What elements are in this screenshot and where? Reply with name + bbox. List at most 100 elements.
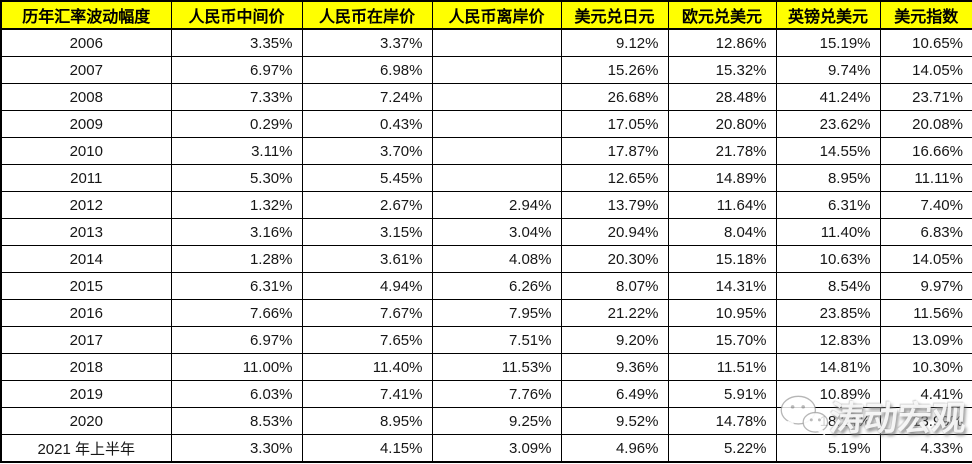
value-cell: 5.19% <box>775 434 881 463</box>
header-row: 历年汇率波动幅度 人民币中间价 人民币在岸价 人民币离岸价 美元兑日元 欧元兑美元 英镑兑美… <box>0 0 972 30</box>
value-cell: 4.96% <box>560 434 669 463</box>
year-cell: 2020 <box>0 407 172 435</box>
value-cell: 7.65% <box>301 326 433 354</box>
value-cell: 3.09% <box>431 434 562 463</box>
value-cell: 21.78% <box>667 137 777 165</box>
value-cell: 20.94% <box>560 218 669 246</box>
value-cell: 14.81% <box>775 353 881 381</box>
value-cell: 10.30% <box>879 353 972 381</box>
value-cell: 10.65% <box>879 28 972 57</box>
value-cell <box>431 137 562 165</box>
value-cell: 26.68% <box>560 83 669 111</box>
value-cell: 20.30% <box>560 245 669 273</box>
value-cell: 6.83% <box>879 218 972 246</box>
table-row: 2011 5.30% 5.45% 12.65% 14.89% 8.95% 11.11% <box>0 164 972 192</box>
year-cell: 2014 <box>0 245 172 273</box>
value-cell: 6.31% <box>170 272 303 300</box>
value-cell: 5.91% <box>667 380 777 408</box>
table-row: 2017 6.97% 7.65% 7.51% 9.20% 15.70% 12.83% 13.0… <box>0 326 972 354</box>
value-cell: 20.08% <box>879 110 972 138</box>
table-row: 2013 3.16% 3.15% 3.04% 20.94% 8.04% 11.40% 6.83… <box>0 218 972 246</box>
column-header-6: 英镑兑美元 <box>775 0 881 30</box>
value-cell: 2.67% <box>301 191 433 219</box>
value-cell: 13.79% <box>560 191 669 219</box>
value-cell <box>431 110 562 138</box>
value-cell: 5.45% <box>301 164 433 192</box>
value-cell: 11.56% <box>879 299 972 327</box>
value-cell: 14.89% <box>667 164 777 192</box>
value-cell: 6.49% <box>560 380 669 408</box>
value-cell: 9.97% <box>879 272 972 300</box>
value-cell: 17.87% <box>560 137 669 165</box>
table-row: 2016 7.66% 7.67% 7.95% 21.22% 10.95% 23.85% 11.… <box>0 299 972 327</box>
value-cell: 3.70% <box>301 137 433 165</box>
table-row: 2012 1.32% 2.67% 2.94% 13.79% 11.64% 6.31% 7.40… <box>0 191 972 219</box>
value-cell: 11.11% <box>879 164 972 192</box>
value-cell: 4.33% <box>879 434 972 463</box>
value-cell: 6.31% <box>775 191 881 219</box>
value-cell: 8.07% <box>560 272 669 300</box>
value-cell: 12.86% <box>667 28 777 57</box>
value-cell <box>431 56 562 84</box>
year-cell: 2017 <box>0 326 172 354</box>
value-cell: 6.26% <box>431 272 562 300</box>
value-cell: 7.33% <box>170 83 303 111</box>
value-cell: 10.63% <box>775 245 881 273</box>
value-cell: 15.19% <box>775 28 881 57</box>
value-cell: 18.24% <box>775 407 881 435</box>
value-cell: 1.28% <box>170 245 303 273</box>
value-cell: 15.32% <box>667 56 777 84</box>
table-row: 2010 3.11% 3.70% 17.87% 21.78% 14.55% 16.66% <box>0 137 972 165</box>
value-cell: 5.30% <box>170 164 303 192</box>
value-cell: 8.04% <box>667 218 777 246</box>
value-cell: 11.00% <box>170 353 303 381</box>
column-header-1: 人民币中间价 <box>170 0 303 30</box>
value-cell: 10.89% <box>775 380 881 408</box>
value-cell: 17.05% <box>560 110 669 138</box>
table-row: 2009 0.29% 0.43% 17.05% 20.80% 23.62% 20.08% <box>0 110 972 138</box>
column-header-0: 历年汇率波动幅度 <box>0 0 172 30</box>
year-cell: 2009 <box>0 110 172 138</box>
value-cell: 14.78% <box>667 407 777 435</box>
value-cell: 20.80% <box>667 110 777 138</box>
year-cell: 2013 <box>0 218 172 246</box>
value-cell: 7.66% <box>170 299 303 327</box>
value-cell: 4.41% <box>879 380 972 408</box>
value-cell: 9.12% <box>560 28 669 57</box>
value-cell: 4.08% <box>431 245 562 273</box>
value-cell: 4.15% <box>301 434 433 463</box>
value-cell: 15.18% <box>667 245 777 273</box>
value-cell <box>431 83 562 111</box>
value-cell: 14.31% <box>667 272 777 300</box>
value-cell: 7.95% <box>431 299 562 327</box>
value-cell: 3.15% <box>301 218 433 246</box>
year-cell: 2016 <box>0 299 172 327</box>
value-cell: 0.43% <box>301 110 433 138</box>
value-cell: 21.22% <box>560 299 669 327</box>
value-cell: 7.41% <box>301 380 433 408</box>
value-cell: 9.36% <box>560 353 669 381</box>
table-row: 2008 7.33% 7.24% 26.68% 28.48% 41.24% 23.71% <box>0 83 972 111</box>
year-cell: 2012 <box>0 191 172 219</box>
value-cell: 8.95% <box>775 164 881 192</box>
table-row: 2006 3.35% 3.37% 9.12% 12.86% 15.19% 10.65% <box>0 28 972 57</box>
value-cell: 4.94% <box>301 272 433 300</box>
table-row: 2007 6.97% 6.98% 15.26% 15.32% 9.74% 14.05% <box>0 56 972 84</box>
year-cell: 2010 <box>0 137 172 165</box>
value-cell: 9.52% <box>560 407 669 435</box>
table-row: 2014 1.28% 3.61% 4.08% 20.30% 15.18% 10.63% 14.… <box>0 245 972 273</box>
value-cell: 9.20% <box>560 326 669 354</box>
value-cell: 3.16% <box>170 218 303 246</box>
value-cell: 7.76% <box>431 380 562 408</box>
value-cell: 8.53% <box>170 407 303 435</box>
value-cell: 8.54% <box>775 272 881 300</box>
value-cell: 23.62% <box>775 110 881 138</box>
value-cell: 6.03% <box>170 380 303 408</box>
value-cell: 13.99% <box>879 407 972 435</box>
value-cell: 9.74% <box>775 56 881 84</box>
value-cell: 11.64% <box>667 191 777 219</box>
value-cell <box>431 28 562 57</box>
value-cell: 3.11% <box>170 137 303 165</box>
